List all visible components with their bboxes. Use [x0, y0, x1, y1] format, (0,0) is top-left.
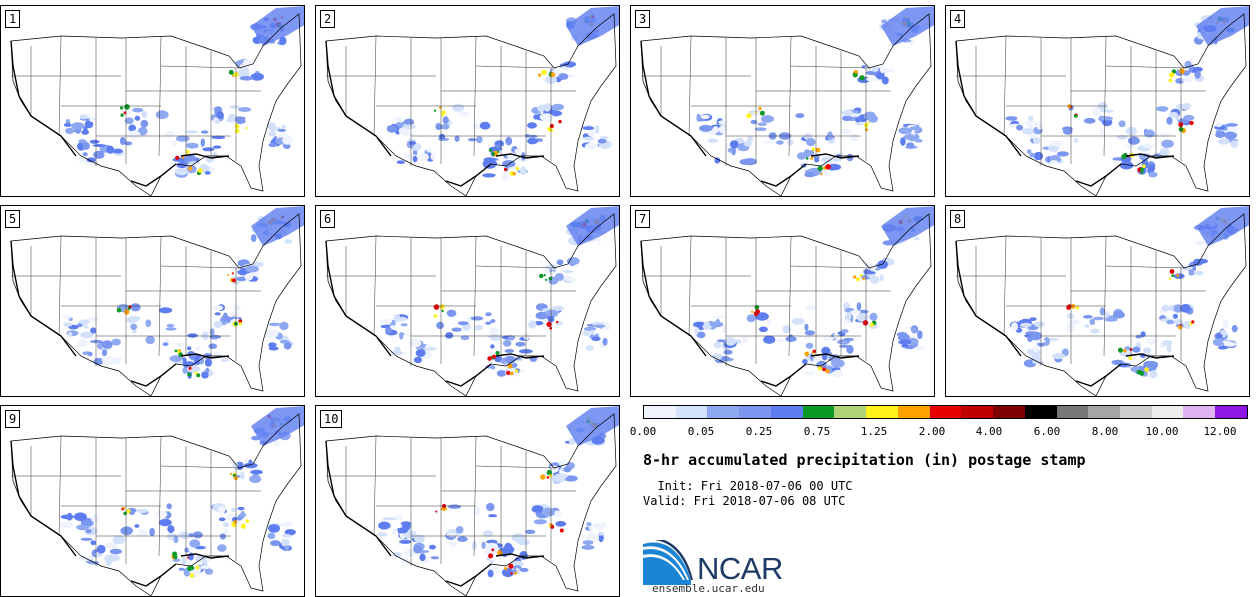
panel-number-label: 3	[635, 10, 651, 28]
logo-url: ensemble.ucar.edu	[652, 582, 765, 595]
panel-number-label: 1	[5, 10, 21, 28]
precip-map	[10, 406, 304, 596]
colorbar-segment	[1056, 406, 1089, 418]
precip-map	[640, 6, 934, 196]
ensemble-member-panel-5: 5	[0, 205, 305, 397]
init-valid-times: Init: Fri 2018-07-06 00 UTC Valid: Fri 2…	[643, 479, 853, 509]
colorbar-segment	[1088, 406, 1121, 418]
colorbar-tick-label: 1.25	[860, 425, 888, 438]
precip-map	[640, 206, 934, 396]
colorbar-segment	[1215, 406, 1247, 418]
valid-time: Valid: Fri 2018-07-06 08 UTC	[643, 494, 846, 508]
ensemble-member-panel-7: 7	[630, 205, 935, 397]
colorbar-segment	[1024, 406, 1057, 418]
precip-map	[325, 6, 619, 196]
ensemble-member-panel-6: 6	[315, 205, 620, 397]
ensemble-member-panel-4: 4	[945, 5, 1250, 197]
ensemble-member-panel-8: 8	[945, 205, 1250, 397]
panel-number-label: 9	[5, 410, 21, 428]
panel-number-label: 7	[635, 210, 651, 228]
precip-map	[325, 206, 619, 396]
precip-map	[955, 6, 1249, 196]
colorbar-segment	[1151, 406, 1184, 418]
colorbar-segment	[739, 406, 771, 418]
precip-map	[10, 6, 304, 196]
colorbar-segment	[866, 406, 898, 418]
ncar-logo-text: NCAR	[697, 551, 783, 586]
colorbar-segment	[961, 406, 994, 418]
colorbar-segment	[897, 406, 930, 418]
init-time: Init: Fri 2018-07-06 00 UTC	[643, 479, 853, 493]
chart-title: 8-hr accumulated precipitation (in) post…	[643, 451, 1086, 469]
colorbar-tick-label: 6.00	[1033, 425, 1061, 438]
colorbar-tick-label: 0.25	[745, 425, 773, 438]
ncar-logo-icon	[643, 540, 693, 585]
ensemble-member-panel-10: 10	[315, 405, 620, 597]
colorbar-tick-label: 2.00	[918, 425, 946, 438]
colorbar-segment	[770, 406, 803, 418]
colorbar-segment	[834, 406, 867, 418]
colorbar-segment	[644, 406, 676, 418]
colorbar-tick-label: 8.00	[1091, 425, 1119, 438]
colorbar-tick-label: 10.00	[1145, 425, 1179, 438]
colorbar-tick-label: 12.00	[1203, 425, 1237, 438]
precip-map	[955, 206, 1249, 396]
ensemble-member-panel-9: 9	[0, 405, 305, 597]
colorbar-tick-label: 0.00	[629, 425, 657, 438]
colorbar-segment	[675, 406, 708, 418]
colorbar-tick-label: 0.75	[803, 425, 831, 438]
panel-number-label: 2	[320, 10, 336, 28]
ensemble-member-panel-2: 2	[315, 5, 620, 197]
colorbar-segment	[1183, 406, 1216, 418]
panel-number-label: 4	[950, 10, 966, 28]
panel-number-label: 8	[950, 210, 966, 228]
colorbar-tick-label: 4.00	[975, 425, 1003, 438]
colorbar-segment	[1120, 406, 1152, 418]
colorbar-segment	[993, 406, 1025, 418]
colorbar-tick-label: 0.05	[687, 425, 715, 438]
colorbar-segment	[929, 406, 962, 418]
precip-map	[10, 206, 304, 396]
colorbar-segment	[802, 406, 835, 418]
panel-number-label: 10	[320, 410, 343, 428]
colorbar-segment	[707, 406, 740, 418]
precip-map	[325, 406, 619, 596]
panel-number-label: 5	[5, 210, 21, 228]
ensemble-member-panel-1: 1	[0, 5, 305, 197]
precip-colorbar	[643, 405, 1248, 419]
panel-number-label: 6	[320, 210, 336, 228]
ensemble-member-panel-3: 3	[630, 5, 935, 197]
